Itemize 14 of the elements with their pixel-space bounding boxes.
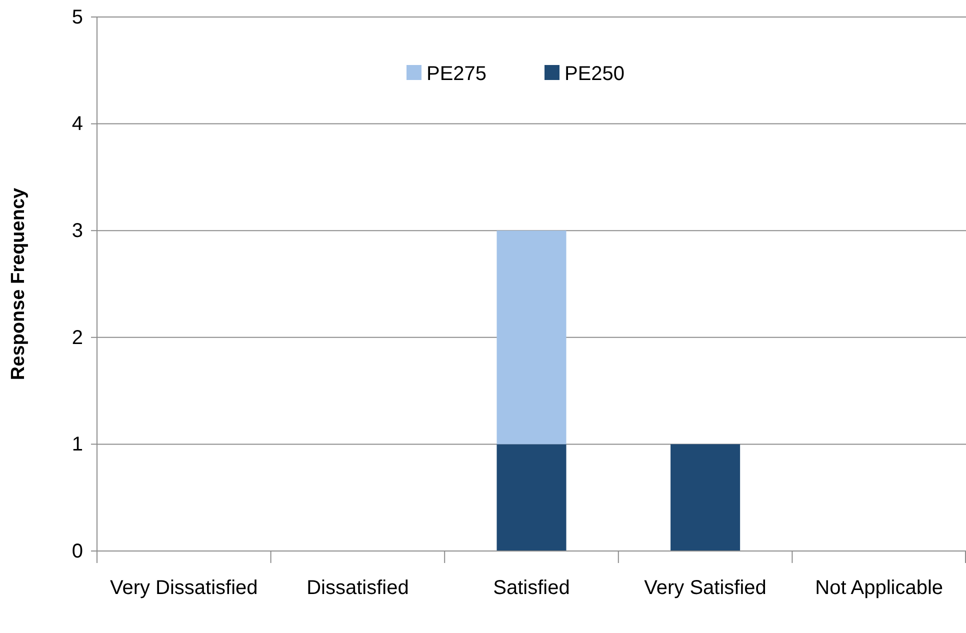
legend-label: PE250 <box>564 63 625 85</box>
y-tick-label: 1 <box>72 434 83 456</box>
y-tick-label: 5 <box>72 6 83 28</box>
legend-label: PE275 <box>426 63 487 85</box>
x-tick-label: Satisfied <box>493 577 570 599</box>
x-tick-label: Dissatisfied <box>306 577 409 599</box>
y-tick-label: 3 <box>72 220 83 242</box>
y-tick-label: 4 <box>72 113 83 136</box>
x-tick-label: Very Satisfied <box>644 577 766 599</box>
y-tick-label: 2 <box>72 326 83 349</box>
x-tick-label: Very Dissatisfied <box>110 577 258 599</box>
y-tick-label: 0 <box>72 540 83 562</box>
x-tick-label: Not Applicable <box>815 577 944 599</box>
y-axis-title: Response Frequency <box>8 187 29 380</box>
